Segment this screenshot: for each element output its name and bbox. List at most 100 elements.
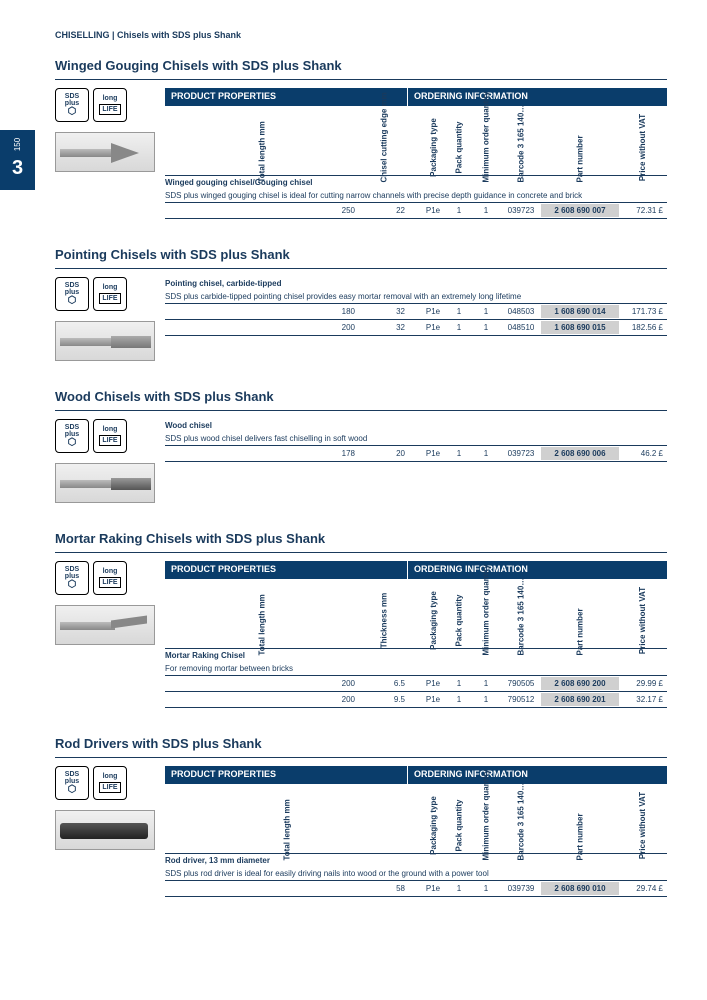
table-row: 180 32 P1e 1 1 048503 1 608 690 014 171.…: [165, 304, 667, 320]
col-part-number: Part number: [541, 579, 619, 648]
cell-price: 46.2 £: [619, 447, 667, 460]
col-min-order: Minimum order quantity: [471, 106, 501, 175]
product-description: For removing mortar between bricks: [165, 662, 667, 675]
header-row: PRODUCT PROPERTIES ORDERING INFORMATION: [165, 88, 667, 106]
col-pkg-type: Packaging type: [419, 106, 447, 175]
cell-part-number: 2 608 690 006: [541, 447, 619, 460]
product-description: SDS plus winged gouging chisel is ideal …: [165, 189, 667, 202]
cell-v2: 22: [359, 204, 409, 217]
cell-barcode: 039723: [501, 447, 541, 460]
breadcrumb: CHISELLING | Chisels with SDS plus Shank: [55, 30, 667, 40]
product-image: [55, 132, 155, 172]
col-min-order: Minimum order quantity: [471, 579, 501, 648]
section-title: Pointing Chisels with SDS plus Shank: [55, 247, 667, 262]
cell-pq: 1: [447, 321, 471, 334]
cell-min: 1: [471, 447, 501, 460]
cell-part-number: 2 608 690 201: [541, 693, 619, 706]
col-part-number: Part number: [541, 784, 619, 853]
long-life-badge: longLIFE: [93, 88, 127, 122]
section-rule: [55, 757, 667, 758]
product-name: Pointing chisel, carbide-tipped: [165, 277, 667, 290]
col-barcode: Barcode 3 165 140…: [501, 579, 541, 648]
col-total-length: Total length mm: [165, 784, 409, 853]
section-rule: [55, 268, 667, 269]
sds-plus-badge: SDSplus⬡: [55, 419, 89, 453]
sds-plus-badge: SDSplus⬡: [55, 766, 89, 800]
cell-pkg: P1e: [419, 677, 447, 690]
col-second: Thickness mm: [359, 579, 409, 648]
product-description: SDS plus carbide-tipped pointing chisel …: [165, 290, 667, 303]
cell-v2: 9.5: [359, 693, 409, 706]
long-life-badge: longLIFE: [93, 419, 127, 453]
section-title: Mortar Raking Chisels with SDS plus Shan…: [55, 531, 667, 546]
col-price: Price without VAT: [619, 784, 667, 853]
section: Winged Gouging Chisels with SDS plus Sha…: [55, 58, 667, 219]
product-image: [55, 463, 155, 503]
col-min-order: Minimum order quantity: [471, 784, 501, 853]
cell-pkg: P1e: [419, 447, 447, 460]
long-life-badge: longLIFE: [93, 561, 127, 595]
cell-pkg: P1e: [419, 305, 447, 318]
table-row: 178 20 P1e 1 1 039723 2 608 690 006 46.2…: [165, 446, 667, 462]
cell-price: 32.17 £: [619, 693, 667, 706]
col-part-number: Part number: [541, 106, 619, 175]
section: Mortar Raking Chisels with SDS plus Shan…: [55, 531, 667, 708]
col-barcode: Barcode 3 165 140…: [501, 784, 541, 853]
col-barcode: Barcode 3 165 140…: [501, 106, 541, 175]
header-ordering-info: ORDERING INFORMATION: [407, 88, 667, 106]
section: Wood Chisels with SDS plus Shank SDSplus…: [55, 389, 667, 503]
cell-barcode: 039739: [501, 882, 541, 895]
table-row: 250 22 P1e 1 1 039723 2 608 690 007 72.3…: [165, 203, 667, 219]
cell-pkg: P1e: [419, 204, 447, 217]
long-life-badge: longLIFE: [93, 277, 127, 311]
section-title: Rod Drivers with SDS plus Shank: [55, 736, 667, 751]
cell-part-number: 2 608 690 010: [541, 882, 619, 895]
product-name: Winged gouging chisel/Gouging chisel: [165, 176, 667, 189]
cell-barcode: 790512: [501, 693, 541, 706]
cell-total-length: 250: [165, 204, 359, 217]
cell-total-length: 58: [165, 882, 409, 895]
section-rule: [55, 552, 667, 553]
section-title: Wood Chisels with SDS plus Shank: [55, 389, 667, 404]
column-headers: Total length mm Packaging type Pack quan…: [165, 784, 667, 854]
header-ordering-info: ORDERING INFORMATION: [407, 561, 667, 579]
col-price: Price without VAT: [619, 579, 667, 648]
cell-v2: 20: [359, 447, 409, 460]
col-pkg-type: Packaging type: [419, 784, 447, 853]
cell-pq: 1: [447, 447, 471, 460]
header-product-properties: PRODUCT PROPERTIES: [165, 88, 407, 106]
cell-min: 1: [471, 321, 501, 334]
cell-barcode: 048510: [501, 321, 541, 334]
col-pkg-type: Packaging type: [419, 579, 447, 648]
table-row: 200 9.5 P1e 1 1 790512 2 608 690 201 32.…: [165, 692, 667, 708]
cell-min: 1: [471, 882, 501, 895]
col-pack-qty: Pack quantity: [447, 106, 471, 175]
product-image: [55, 321, 155, 361]
header-product-properties: PRODUCT PROPERTIES: [165, 766, 407, 784]
col-pack-qty: Pack quantity: [447, 579, 471, 648]
badges: SDSplus⬡ longLIFE: [55, 561, 155, 595]
cell-total-length: 200: [165, 321, 359, 334]
header-product-properties: PRODUCT PROPERTIES: [165, 561, 407, 579]
cell-part-number: 2 608 690 007: [541, 204, 619, 217]
cell-min: 1: [471, 305, 501, 318]
cell-total-length: 200: [165, 693, 359, 706]
cell-part-number: 2 608 690 200: [541, 677, 619, 690]
product-name: Mortar Raking Chisel: [165, 649, 667, 662]
cell-part-number: 1 608 690 014: [541, 305, 619, 318]
section-rule: [55, 79, 667, 80]
chapter-number: 3: [12, 157, 23, 180]
badges: SDSplus⬡ longLIFE: [55, 88, 155, 122]
cell-pq: 1: [447, 882, 471, 895]
long-life-badge: longLIFE: [93, 766, 127, 800]
product-name: Wood chisel: [165, 419, 667, 432]
product-name: Rod driver, 13 mm diameter: [165, 854, 667, 867]
cell-total-length: 178: [165, 447, 359, 460]
cell-pq: 1: [447, 677, 471, 690]
table-row: 200 6.5 P1e 1 1 790505 2 608 690 200 29.…: [165, 676, 667, 692]
cell-min: 1: [471, 693, 501, 706]
sds-plus-badge: SDSplus⬡: [55, 277, 89, 311]
cell-v2: 6.5: [359, 677, 409, 690]
sds-plus-badge: SDSplus⬡: [55, 561, 89, 595]
cell-min: 1: [471, 677, 501, 690]
